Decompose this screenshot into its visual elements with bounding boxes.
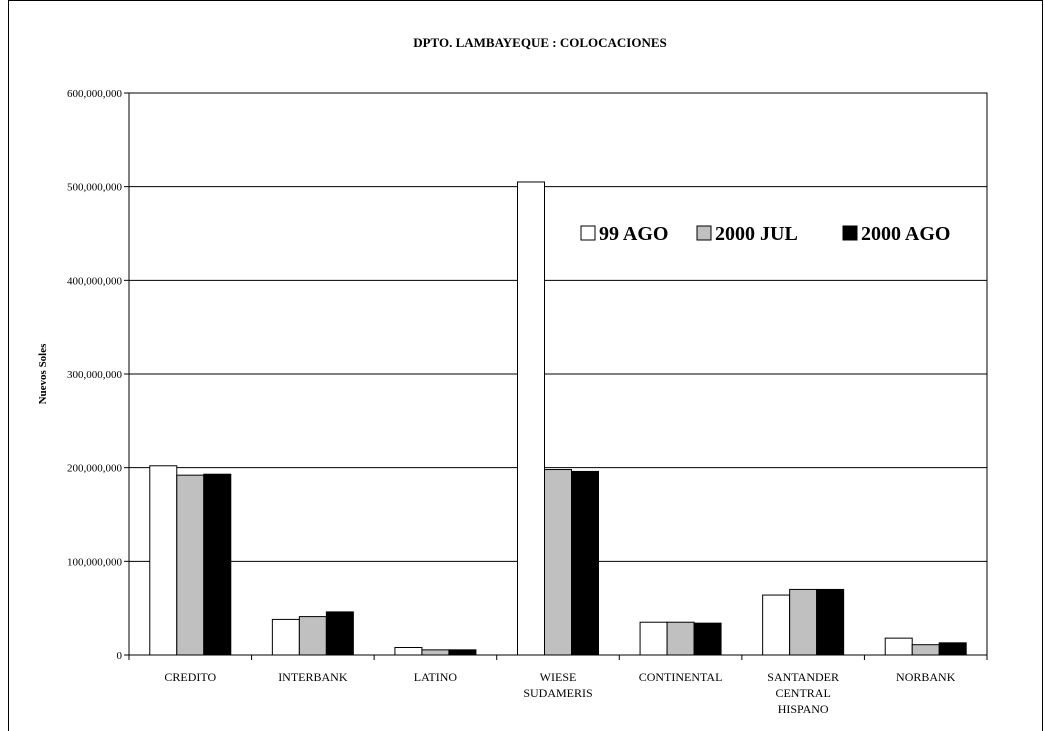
legend-swatch xyxy=(580,225,596,241)
legend-swatch xyxy=(842,225,858,241)
bar xyxy=(149,465,178,656)
bar xyxy=(421,649,450,656)
bar xyxy=(938,642,967,656)
legend-label: 2000 JUL xyxy=(715,223,798,245)
bar xyxy=(203,473,232,656)
bar xyxy=(789,588,818,656)
bar xyxy=(544,469,572,656)
y-tick-label: 500,000,000 xyxy=(67,182,123,194)
y-tick-label: 400,000,000 xyxy=(67,275,123,287)
chart-title: DPTO. LAMBAYEQUE : COLOCACIONES xyxy=(413,35,667,50)
x-category-label: NORBANK xyxy=(896,670,956,684)
y-tick-label: 0 xyxy=(117,650,123,662)
x-category-label: WIESE xyxy=(540,670,577,684)
y-tick-label: 600,000,000 xyxy=(67,88,123,100)
legend-label: 2000 AGO xyxy=(861,223,950,245)
x-category-label: CENTRAL xyxy=(775,686,830,700)
bar xyxy=(271,618,300,656)
bar xyxy=(911,644,940,656)
bar xyxy=(176,474,205,656)
bar xyxy=(884,637,913,656)
x-category-label: SANTANDER xyxy=(767,670,839,684)
bar xyxy=(448,649,477,656)
y-tick-label: 200,000,000 xyxy=(67,463,123,475)
legend-swatch xyxy=(696,225,712,241)
bar xyxy=(816,588,845,656)
x-category-label: CREDITO xyxy=(164,670,216,684)
bar xyxy=(693,622,722,656)
bar xyxy=(298,616,327,656)
y-tick-label: 100,000,000 xyxy=(67,556,123,568)
y-axis-label: Nuevos Soles xyxy=(37,343,49,405)
y-tick-label: 300,000,000 xyxy=(67,369,123,381)
x-category-label: LATINO xyxy=(414,670,458,684)
x-category-label: SUDAMERIS xyxy=(523,686,592,700)
legend-label: 99 AGO xyxy=(599,223,668,245)
plot-area: 0 100,000,000 200,000,000 300,000,000 400,00… xyxy=(67,88,988,716)
x-category-label: INTERBANK xyxy=(278,670,348,684)
bar xyxy=(325,611,354,656)
chart-frame xyxy=(8,0,1043,731)
bar xyxy=(639,621,668,656)
x-category-label: CONTINENTAL xyxy=(639,670,723,684)
bar xyxy=(762,594,791,656)
bar xyxy=(394,647,423,656)
x-category-label: HISPANO xyxy=(778,702,829,716)
bar xyxy=(517,181,545,656)
bar xyxy=(571,470,599,656)
bar xyxy=(666,621,695,656)
